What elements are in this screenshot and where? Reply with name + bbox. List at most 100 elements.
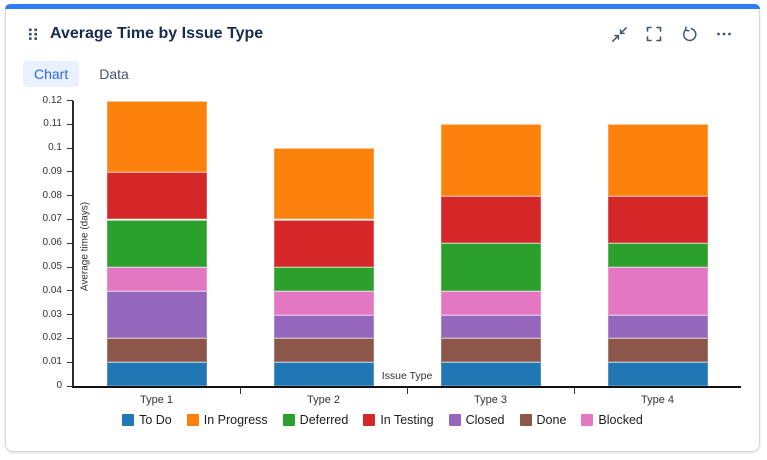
y-tick-label: 0.07 bbox=[42, 213, 62, 225]
legend-swatch bbox=[122, 414, 135, 426]
bar-segment-in-progress-type-2[interactable] bbox=[273, 148, 374, 220]
bar-segment-deferred-type-2[interactable] bbox=[273, 267, 374, 291]
bar-segment-blocked-type-2[interactable] bbox=[273, 290, 374, 315]
legend-item-in-progress[interactable]: In Progress bbox=[186, 413, 268, 427]
legend-swatch bbox=[448, 414, 461, 426]
tab-chart[interactable]: Chart bbox=[23, 61, 80, 87]
view-tabs: Chart Data bbox=[23, 61, 140, 87]
card-accent-bar bbox=[5, 4, 760, 9]
y-tick-label: 0.06 bbox=[42, 237, 62, 249]
y-tick-label: 0.04 bbox=[42, 284, 62, 296]
y-tick-mark bbox=[67, 147, 73, 149]
y-tick-label: 0.02 bbox=[42, 332, 62, 344]
bar-segment-done-type-2[interactable] bbox=[273, 338, 374, 363]
gadget-title: Average Time by Issue Type bbox=[50, 25, 264, 42]
legend-item-in-testing[interactable]: In Testing bbox=[363, 413, 434, 427]
y-tick-label: 0.12 bbox=[42, 94, 62, 106]
bar-segment-in-testing-type-3[interactable] bbox=[440, 195, 541, 244]
dashboard-gadget-card: Average Time by Issue Type bbox=[5, 4, 760, 452]
legend-label: To Do bbox=[139, 413, 172, 427]
bar-segment-deferred-type-4[interactable] bbox=[607, 243, 708, 268]
gadget-header: Average Time by Issue Type bbox=[6, 12, 759, 56]
y-axis-title: Average time (days) bbox=[79, 201, 91, 292]
bar-segment-deferred-type-1[interactable] bbox=[106, 219, 207, 268]
legend-item-blocked[interactable]: Blocked bbox=[581, 413, 643, 427]
y-tick-mark bbox=[67, 195, 73, 197]
bar-segment-blocked-type-4[interactable] bbox=[607, 267, 708, 315]
x-tick-mark bbox=[574, 388, 575, 394]
bar-segment-closed-type-1[interactable] bbox=[106, 290, 207, 339]
legend-label: Deferred bbox=[299, 413, 349, 427]
y-tick-label: 0.03 bbox=[42, 308, 62, 320]
y-tick-label: 0.08 bbox=[42, 189, 62, 201]
drag-handle-icon[interactable] bbox=[27, 27, 40, 41]
bar-segment-blocked-type-3[interactable] bbox=[440, 290, 541, 315]
x-axis-line bbox=[72, 386, 741, 388]
y-tick-mark bbox=[67, 314, 73, 316]
stacked-bar-chart: Average time (days) Issue Type 0 0.01 0.02… bbox=[6, 5, 759, 451]
bar-segment-closed-type-2[interactable] bbox=[273, 314, 374, 339]
bar-segment-in-progress-type-4[interactable] bbox=[607, 124, 708, 196]
legend-swatch bbox=[186, 414, 199, 426]
bar-segment-blocked-type-1[interactable] bbox=[106, 267, 207, 291]
legend-item-closed[interactable]: Closed bbox=[448, 413, 505, 427]
legend-item-done[interactable]: Done bbox=[519, 413, 567, 427]
x-axis-title: Issue Type bbox=[381, 370, 433, 382]
collapse-icon[interactable] bbox=[610, 25, 628, 43]
bar-segment-in-progress-type-3[interactable] bbox=[440, 124, 541, 196]
x-category-label: Type 4 bbox=[640, 394, 675, 406]
legend-label: In Progress bbox=[203, 413, 268, 427]
y-tick-mark bbox=[67, 123, 73, 125]
gadget-toolbar bbox=[610, 25, 733, 43]
bar-segment-in-testing-type-4[interactable] bbox=[607, 195, 708, 244]
bar-segment-done-type-4[interactable] bbox=[607, 338, 708, 363]
legend-swatch bbox=[363, 414, 376, 426]
y-tick-mark bbox=[67, 266, 73, 268]
bar-segment-deferred-type-3[interactable] bbox=[440, 243, 541, 291]
more-icon[interactable] bbox=[715, 25, 733, 43]
x-category-label: Type 2 bbox=[306, 394, 341, 406]
refresh-icon[interactable] bbox=[680, 25, 698, 43]
bar-segment-in-testing-type-1[interactable] bbox=[106, 171, 207, 220]
bar-segment-in-progress-type-1[interactable] bbox=[106, 100, 207, 172]
legend-label: Blocked bbox=[598, 413, 643, 427]
y-tick-mark bbox=[67, 385, 73, 387]
bar-segment-to-do-type-1[interactable] bbox=[106, 362, 207, 386]
y-tick-mark bbox=[67, 361, 73, 363]
bar-segment-done-type-3[interactable] bbox=[440, 338, 541, 363]
bar-segment-in-testing-type-2[interactable] bbox=[273, 219, 374, 268]
x-tick-mark bbox=[407, 388, 408, 394]
x-tick-mark bbox=[240, 388, 241, 394]
y-tick-label: 0.05 bbox=[42, 261, 62, 273]
legend-item-deferred[interactable]: Deferred bbox=[282, 413, 349, 427]
y-tick-label: 0 bbox=[56, 380, 62, 391]
bar-segment-to-do-type-2[interactable] bbox=[273, 362, 374, 386]
y-tick-label: 0.1 bbox=[48, 142, 62, 154]
legend-label: In Testing bbox=[380, 413, 434, 427]
y-tick-label: 0.09 bbox=[42, 165, 62, 177]
bar-segment-done-type-1[interactable] bbox=[106, 338, 207, 363]
chart-legend: To Do In Progress Deferred In Testing Closed… bbox=[6, 413, 759, 427]
legend-swatch bbox=[519, 414, 532, 426]
x-category-label: Type 3 bbox=[473, 394, 508, 406]
y-tick-mark bbox=[67, 218, 73, 220]
y-tick-mark bbox=[67, 290, 73, 292]
y-tick-mark bbox=[67, 100, 73, 101]
bar-segment-closed-type-3[interactable] bbox=[440, 314, 541, 339]
legend-label: Closed bbox=[465, 413, 505, 427]
bar-segment-to-do-type-4[interactable] bbox=[607, 362, 708, 386]
y-tick-mark bbox=[67, 337, 73, 339]
fullscreen-icon[interactable] bbox=[645, 25, 663, 43]
y-tick-label: 0.11 bbox=[43, 118, 62, 130]
legend-swatch bbox=[581, 414, 594, 426]
legend-swatch bbox=[282, 414, 295, 426]
tab-data[interactable]: Data bbox=[99, 66, 129, 82]
legend-item-to-do[interactable]: To Do bbox=[122, 413, 172, 427]
bar-segment-to-do-type-3[interactable] bbox=[440, 362, 541, 386]
y-tick-mark bbox=[67, 242, 73, 244]
legend-label: Done bbox=[536, 413, 567, 427]
y-tick-mark bbox=[67, 171, 73, 173]
bar-segment-closed-type-4[interactable] bbox=[607, 314, 708, 339]
x-category-label: Type 1 bbox=[139, 394, 174, 406]
y-tick-label: 0.01 bbox=[42, 356, 62, 368]
